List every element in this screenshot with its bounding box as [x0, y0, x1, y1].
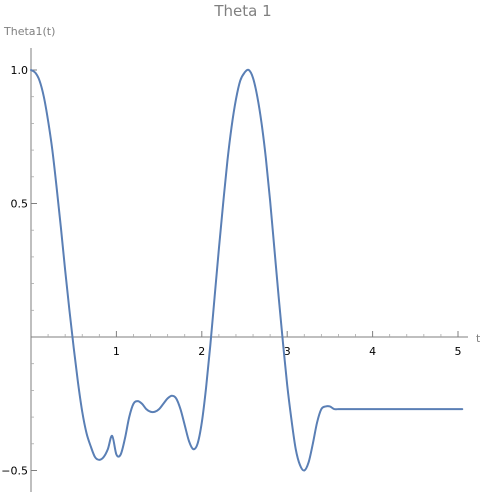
- chart-title: Theta 1: [213, 2, 271, 20]
- axes: [30, 48, 468, 492]
- series-layer: [30, 68, 464, 472]
- x-tick-label: 5: [455, 345, 462, 358]
- x-tick-label: 4: [369, 345, 376, 358]
- y-axis-label: Theta1(t): [3, 25, 55, 38]
- x-tick-label: 2: [198, 345, 205, 358]
- y-tick-label: 1.0: [11, 64, 29, 77]
- x-axis-label: t: [476, 332, 480, 345]
- y-tick-label: 0.5: [11, 198, 29, 211]
- y-tick-label: −0.5: [1, 465, 28, 478]
- series-line-0: [30, 68, 464, 472]
- x-tick-label: 1: [113, 345, 120, 358]
- ticks: 1 2 3 4 5 −0.5 0.5 1.0: [1, 64, 461, 478]
- x-tick-label: 3: [284, 345, 291, 358]
